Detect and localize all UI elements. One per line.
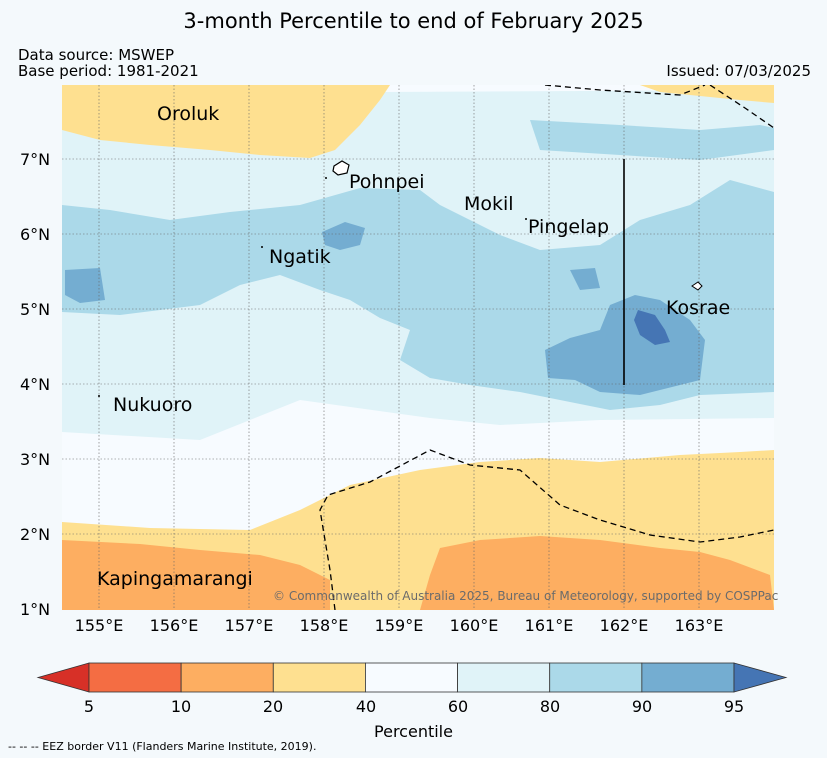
island-pohnpei: [332, 160, 350, 176]
colorbar-tick: 60: [447, 697, 469, 716]
colorbar-tick: 95: [723, 697, 745, 716]
eez-border: [319, 85, 774, 610]
place-label-oroluk: Oroluk: [157, 103, 220, 125]
colorbar-segment: [180, 662, 274, 693]
island-kosrae: [691, 281, 703, 291]
zone-above-95: [634, 310, 670, 345]
zone-90-95: [65, 268, 105, 303]
lon-label: 155°E: [74, 616, 124, 635]
lat-label: 7°N: [20, 150, 51, 169]
place-label-ngatik: Ngatik: [269, 246, 331, 268]
zone-90-95: [322, 222, 365, 250]
colorbar-segment: [549, 662, 643, 693]
place-label-pohnpei: Pohnpei: [349, 171, 425, 193]
zone-80-90: [530, 120, 774, 160]
colorbar-segment: [365, 662, 458, 693]
place-label-mokil: Mokil: [464, 193, 514, 215]
data-source: Data source: MSWEP: [18, 46, 175, 64]
copyright-credit: © Commonwealth of Australia 2025, Bureau…: [273, 589, 779, 603]
colorbar-extend-high: [733, 662, 788, 693]
zone-20-40: [62, 85, 390, 158]
colorbar-extend-low: [36, 662, 90, 693]
colorbar-segment: [641, 662, 735, 693]
lon-label: 158°E: [299, 616, 349, 635]
lat-label: 3°N: [20, 450, 51, 469]
lat-label: 2°N: [20, 525, 51, 544]
place-label-nukuoro: Nukuoro: [113, 394, 193, 416]
place-label-kosrae: Kosrae: [666, 297, 731, 319]
island-dot: [261, 246, 263, 248]
zone-90-95: [545, 295, 705, 395]
lon-label: 160°E: [449, 616, 499, 635]
colorbar-segment: [88, 662, 182, 693]
place-label-kapingamarangi: Kapingamarangi: [97, 568, 253, 590]
colorbar-segment: [457, 662, 551, 693]
lon-label: 159°E: [374, 616, 424, 635]
island-dot: [525, 218, 527, 220]
base-period: Base period: 1981-2021: [18, 62, 199, 80]
zone-10-20: [420, 536, 774, 610]
lat-label: 1°N: [20, 600, 51, 619]
eez-legend-note: -- -- -- EEZ border V11 (Flanders Marine…: [8, 740, 317, 753]
zone-10-20: [62, 540, 330, 610]
zone-20-40: [640, 85, 774, 103]
lon-label: 157°E: [224, 616, 274, 635]
island-dot: [98, 395, 100, 397]
colorbar-tick: 40: [355, 697, 377, 716]
lon-label: 156°E: [149, 616, 199, 635]
place-label-pingelap: Pingelap: [528, 216, 610, 238]
colorbar-label: Percentile: [374, 722, 453, 741]
colorbar-tick: 20: [262, 697, 284, 716]
map-title: 3-month Percentile to end of February 20…: [183, 9, 644, 33]
colorbar-tick: 80: [539, 697, 561, 716]
colorbar-tick: 90: [631, 697, 653, 716]
lat-label: 4°N: [20, 375, 51, 394]
lat-label: 5°N: [20, 300, 51, 319]
issued-date: Issued: 07/03/2025: [666, 62, 811, 80]
colorbar-tick: 5: [83, 697, 95, 716]
lat-label: 6°N: [20, 225, 51, 244]
lon-label: 162°E: [599, 616, 649, 635]
lon-label: 161°E: [524, 616, 574, 635]
colorbar-segment: [272, 662, 366, 693]
lon-label: 163°E: [674, 616, 724, 635]
zone-90-95: [570, 268, 600, 290]
colorbar-tick: 10: [170, 697, 192, 716]
island-dot: [325, 177, 327, 179]
